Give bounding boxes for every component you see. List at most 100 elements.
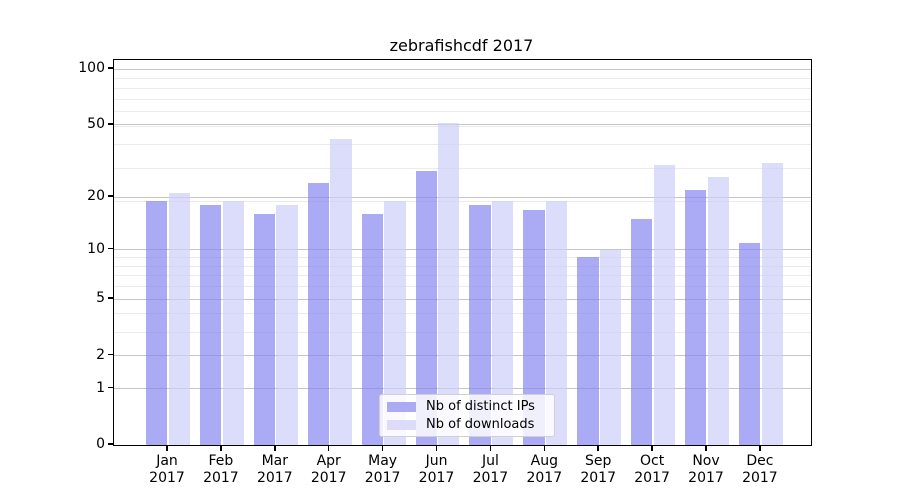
x-tick-month: Feb	[208, 453, 234, 469]
gridline-minor	[114, 313, 811, 315]
bar-ips-aug	[523, 209, 545, 445]
x-tick-label: Jun 2017	[397, 453, 477, 487]
x-tick-year: 2017	[418, 470, 455, 486]
y-tick-label: 50	[87, 115, 105, 132]
legend-item-downloads: Nb of downloads	[387, 417, 554, 432]
x-tick-month: Apr	[316, 453, 341, 469]
gridline-major	[114, 68, 811, 70]
y-tick-mark	[108, 67, 113, 69]
y-tick-mark	[108, 297, 113, 299]
x-tick-month: Jan	[156, 453, 178, 469]
y-tick-label: 5	[96, 290, 105, 307]
y-tick-mark	[108, 443, 113, 445]
x-tick-mark	[759, 445, 761, 451]
gridline-minor	[114, 265, 811, 267]
x-tick-mark	[543, 445, 546, 451]
gridline-major	[114, 124, 811, 126]
x-tick-month: Aug	[530, 453, 558, 469]
x-tick-month: Jul	[481, 453, 499, 469]
x-tick-year: 2017	[742, 470, 778, 486]
gridline-minor	[114, 275, 811, 277]
x-tick-month: Dec	[746, 453, 774, 469]
x-tick-mark	[705, 445, 707, 451]
bar-downloads-nov	[707, 176, 729, 445]
bar-ips-nov	[685, 189, 707, 445]
x-tick-mark	[166, 445, 168, 451]
x-tick-mark	[435, 445, 438, 451]
bar-ips-feb	[199, 205, 222, 445]
bar-ips-dec	[738, 242, 761, 445]
bar-ips-jan	[146, 201, 168, 445]
gridline-minor	[114, 200, 811, 202]
x-tick-mark	[489, 445, 492, 451]
plot-area: Nb of distinct IPs Nb of downloads	[113, 59, 812, 446]
x-tick-mark	[220, 445, 222, 451]
x-tick-mark	[327, 445, 330, 451]
bar-ips-mar	[253, 214, 276, 445]
x-tick-label: Aug 2017	[504, 453, 584, 487]
bar-downloads-dec	[761, 162, 783, 445]
x-tick-label: May 2017	[343, 453, 423, 487]
legend-swatch-ips	[387, 401, 416, 412]
bar-ips-jul	[469, 205, 491, 445]
gridline-minor	[114, 331, 811, 333]
bar-downloads-sep	[599, 249, 622, 445]
y-tick-mark	[108, 353, 113, 356]
x-tick-month: Sep	[584, 453, 612, 469]
legend-box: Nb of distinct IPs Nb of downloads	[379, 394, 555, 437]
gridline-minor	[114, 256, 811, 258]
legend-label-downloads: Nb of downloads	[426, 417, 535, 432]
x-tick-year: 2017	[310, 470, 347, 486]
y-tick-mark	[108, 123, 113, 125]
gridline-major	[114, 298, 811, 300]
bar-downloads-apr	[330, 138, 352, 445]
bar-downloads-jun	[438, 123, 460, 445]
y-tick-label: 10	[87, 240, 105, 257]
y-tick-label: 0	[96, 436, 105, 452]
x-tick-mark	[274, 445, 276, 451]
legend-item-ips: Nb of distinct IPs	[387, 399, 554, 414]
bar-ips-apr	[307, 182, 330, 445]
x-tick-label: Nov 2017	[666, 453, 746, 487]
gridline-major	[114, 355, 811, 357]
x-tick-label: Feb 2017	[181, 453, 261, 487]
y-tick-mark	[108, 247, 113, 250]
gridline-major	[114, 249, 811, 251]
bar-ips-sep	[577, 257, 599, 445]
y-tick-mark	[108, 386, 113, 389]
chart-title: zebrafishcdf 2017	[389, 36, 534, 55]
bar-downloads-feb	[222, 201, 244, 445]
gridline-minor	[114, 144, 811, 146]
x-tick-label: Apr 2017	[289, 453, 369, 487]
x-tick-label: Mar 2017	[235, 453, 315, 487]
x-tick-month: May	[368, 453, 398, 469]
y-tick-label: 100	[78, 60, 105, 77]
bar-ips-may	[361, 214, 383, 445]
x-tick-year: 2017	[526, 470, 563, 486]
x-tick-year: 2017	[364, 470, 401, 486]
x-tick-year: 2017	[256, 470, 293, 486]
x-tick-month: Jun	[425, 453, 448, 469]
gridline-minor	[114, 87, 811, 89]
bar-ips-oct	[631, 219, 653, 445]
bar-downloads-jul	[492, 201, 514, 445]
bar-downloads-mar	[276, 205, 298, 445]
bar-downloads-jan	[168, 193, 190, 445]
x-tick-year: 2017	[688, 470, 724, 486]
gridline-minor	[114, 286, 811, 288]
x-tick-year: 2017	[634, 470, 670, 486]
x-tick-label: Jan 2017	[127, 453, 207, 487]
x-tick-year: 2017	[472, 470, 509, 486]
x-tick-label: Jul 2017	[450, 453, 530, 487]
x-tick-mark	[381, 445, 384, 451]
x-tick-month: Mar	[261, 453, 288, 469]
x-tick-month: Oct	[639, 453, 665, 469]
x-tick-month: Nov	[692, 453, 720, 469]
gridline-minor	[114, 125, 811, 127]
bar-downloads-aug	[545, 201, 568, 445]
y-tick-label: 20	[87, 188, 105, 205]
bar-ips-jun	[415, 170, 437, 445]
gridline-major	[114, 388, 811, 390]
x-tick-year: 2017	[580, 470, 616, 486]
